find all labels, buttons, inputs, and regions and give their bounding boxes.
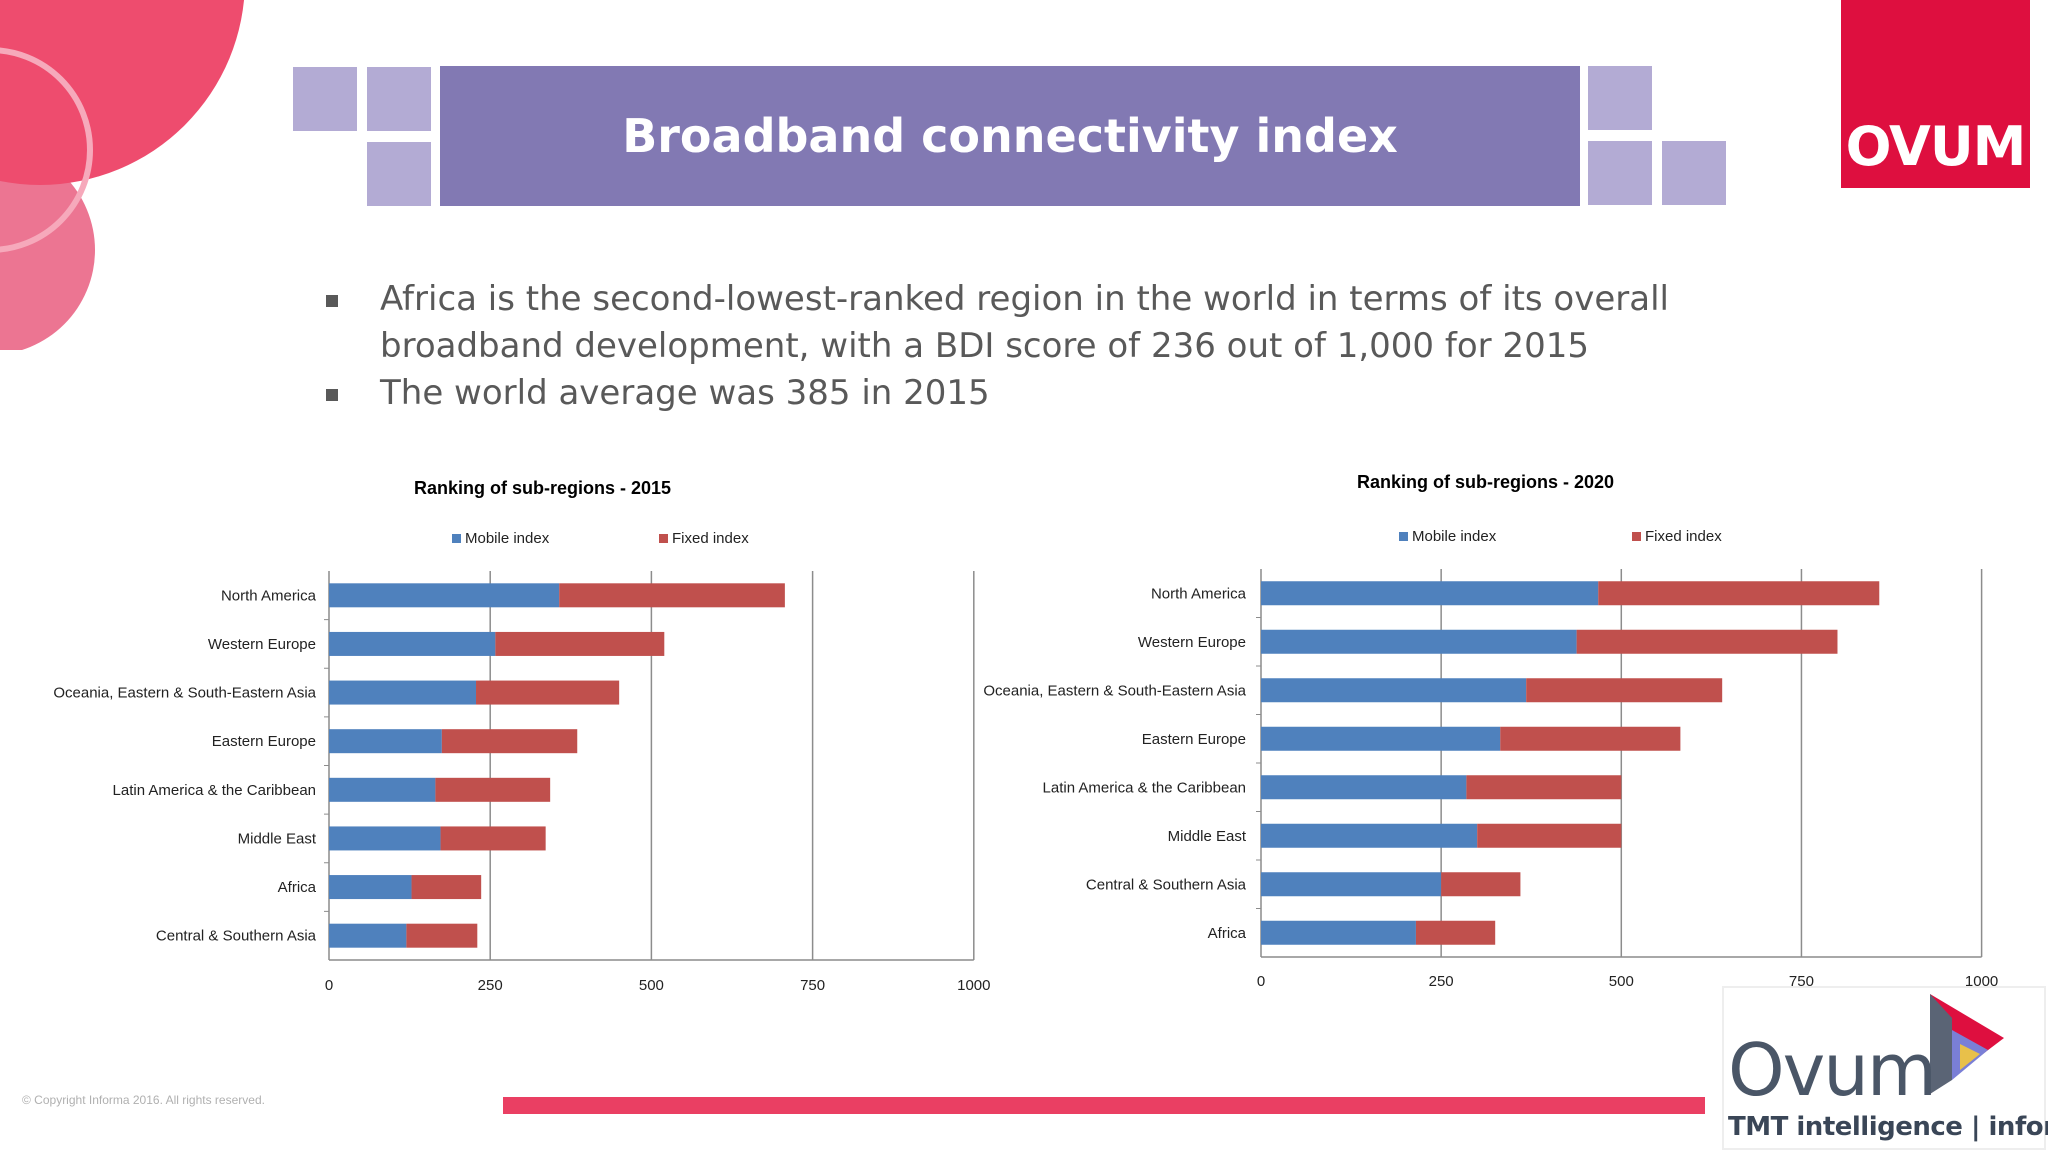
x-tick-label: 250 — [478, 977, 503, 994]
bar-fixed — [559, 583, 785, 608]
legend-swatch-fixed — [659, 534, 668, 543]
ovum-logo: OVUM — [1841, 0, 2030, 188]
bar-mobile — [1261, 726, 1501, 751]
legend-label: Mobile index — [465, 530, 550, 547]
legend-label: Mobile index — [1412, 528, 1497, 545]
category-label: North America — [221, 587, 317, 604]
bar-mobile — [329, 583, 560, 608]
bar-mobile — [1261, 581, 1599, 606]
bar-mobile — [1261, 823, 1478, 848]
category-label: Oceania, Eastern & South-Eastern Asia — [983, 682, 1246, 699]
x-tick-label: 250 — [1429, 973, 1454, 990]
bar-fixed — [435, 777, 551, 802]
ovum-wordmark: Ovum — [1728, 1028, 1937, 1112]
copyright-text: © Copyright Informa 2016. All rights res… — [22, 1093, 265, 1107]
legend-item-fixed-2020: Fixed index — [1632, 528, 1722, 545]
bar-mobile — [1261, 629, 1577, 654]
chart-title-2015: Ranking of sub-regions - 2015 — [414, 478, 672, 498]
legend-swatch-mobile — [452, 534, 461, 543]
bar-mobile — [329, 923, 407, 948]
bar-fixed — [1576, 629, 1838, 654]
legend-item-mobile-2015: Mobile index — [452, 530, 549, 547]
decorative-square — [367, 67, 431, 131]
legend-item-fixed-2015: Fixed index — [659, 530, 749, 547]
legend-item-mobile-2020: Mobile index — [1399, 528, 1496, 545]
bar-mobile — [329, 875, 412, 900]
bar-mobile — [329, 680, 477, 705]
category-label: Eastern Europe — [1142, 731, 1246, 748]
bar-mobile — [329, 631, 496, 656]
bar-fixed — [1477, 823, 1622, 848]
bar-mobile — [329, 826, 441, 851]
category-label: Western Europe — [208, 636, 316, 653]
bar-fixed — [495, 631, 665, 656]
bar-fixed — [1500, 726, 1681, 751]
x-tick-label: 750 — [800, 977, 825, 994]
bullet-text: Africa is the second-lowest-ranked regio… — [380, 279, 1669, 366]
legend-swatch-mobile — [1399, 532, 1408, 541]
bar-mobile — [1261, 775, 1467, 800]
bar-fixed — [1466, 775, 1622, 800]
bar-fixed — [476, 680, 620, 705]
tmt-intelligence-text: TMT intelligence | informa — [1728, 1112, 2048, 1142]
bar-mobile — [1261, 920, 1416, 945]
chart-2020: 0 250 500 750 1000 North America Western Europ… — [983, 569, 1998, 990]
x-tick-label: 0 — [325, 977, 333, 994]
page-title: Broadband connectivity index — [622, 109, 1398, 163]
decorative-square — [1588, 66, 1652, 130]
decorative-square — [1662, 141, 1726, 205]
bullet-square-icon — [326, 295, 338, 307]
bar-fixed — [441, 729, 578, 754]
bullet-list: Africa is the second-lowest-ranked regio… — [326, 276, 1826, 417]
chart-title-2020: Ranking of sub-regions - 2020 — [1357, 472, 1615, 492]
title-banner: Broadband connectivity index — [440, 66, 1580, 206]
bar-fixed — [406, 923, 478, 948]
decorative-square — [367, 142, 431, 206]
category-label: Western Europe — [1138, 634, 1246, 651]
bar-fixed — [1598, 581, 1880, 606]
chart-2015: 0 250 500 750 1000 North America Western Europ… — [53, 571, 990, 994]
category-label: Middle East — [238, 830, 317, 847]
legend-label: Fixed index — [672, 530, 749, 547]
bullet-text: The world average was 385 in 2015 — [380, 373, 990, 413]
x-tick-label: 1000 — [957, 977, 990, 994]
category-label: Oceania, Eastern & South-Eastern Asia — [53, 685, 316, 702]
category-label: North America — [1151, 585, 1247, 602]
ovum-logo-text: OVUM — [1845, 115, 2027, 178]
bullet-item: Africa is the second-lowest-ranked regio… — [326, 276, 1826, 370]
bar-fixed — [1441, 872, 1521, 897]
legend-label: Fixed index — [1645, 528, 1722, 545]
category-label: Central & Southern Asia — [156, 928, 317, 945]
bar-fixed — [1415, 920, 1496, 945]
category-label: Latin America & the Caribbean — [113, 782, 316, 799]
x-tick-label: 500 — [639, 977, 664, 994]
bullet-square-icon — [326, 389, 338, 401]
bar-fixed — [440, 826, 546, 851]
legend-swatch-fixed — [1632, 532, 1641, 541]
decorative-square — [293, 67, 357, 131]
bullet-item: The world average was 385 in 2015 — [326, 370, 1826, 417]
category-label: Africa — [1208, 925, 1247, 942]
category-label: Latin America & the Caribbean — [1043, 779, 1246, 796]
category-label: Eastern Europe — [212, 733, 316, 750]
bar-fixed — [411, 875, 482, 900]
x-tick-label: 750 — [1789, 973, 1814, 990]
x-tick-label: 500 — [1609, 973, 1634, 990]
decorative-square — [1588, 141, 1652, 205]
x-tick-label: 1000 — [1965, 973, 1998, 990]
bar-fixed — [1526, 678, 1723, 703]
bar-mobile — [329, 729, 442, 754]
bar-mobile — [329, 777, 436, 802]
bar-mobile — [1261, 872, 1442, 897]
footer-accent-bar — [503, 1097, 1705, 1114]
category-label: Middle East — [1168, 828, 1247, 845]
category-label: Central & Southern Asia — [1086, 876, 1247, 893]
category-label: Africa — [278, 879, 317, 896]
bar-mobile — [1261, 678, 1527, 703]
tmt-intelligence-logo: Ovum TMT intelligence | informa — [1722, 986, 2048, 1150]
decorative-circles — [0, 0, 244, 350]
x-tick-label: 0 — [1257, 973, 1265, 990]
ovum-play-icon — [1930, 994, 2004, 1094]
